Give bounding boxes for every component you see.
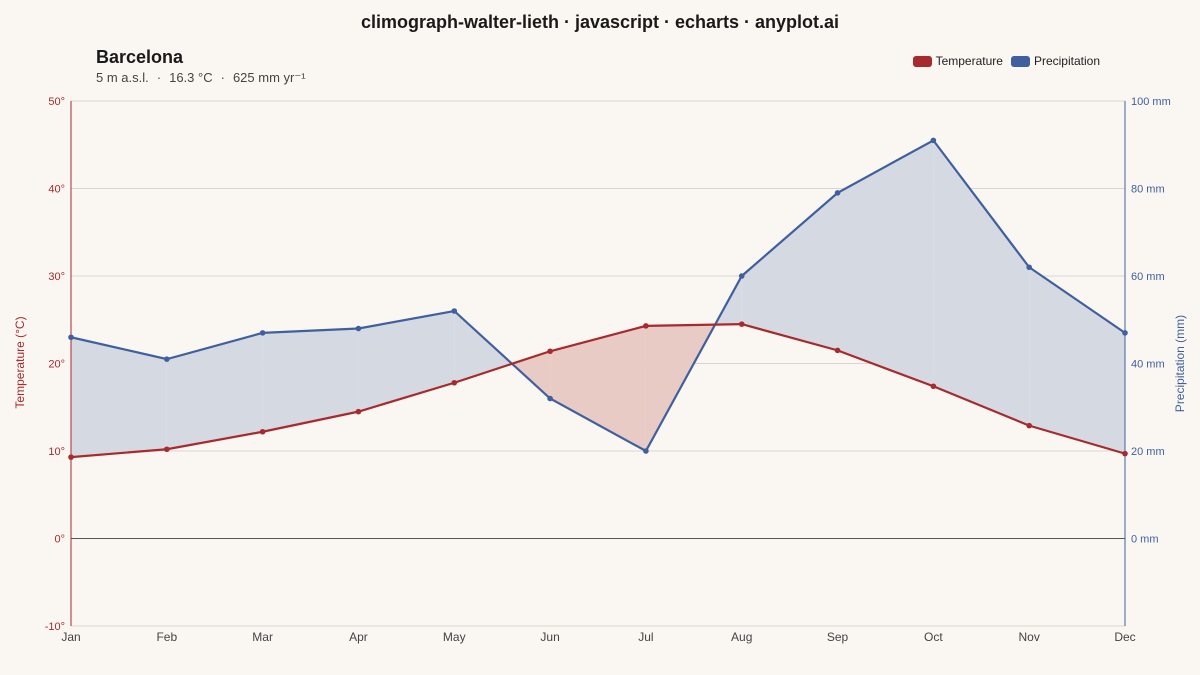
legend-swatch-precipitation xyxy=(1010,55,1030,67)
temperature-point xyxy=(738,321,745,327)
humid-area xyxy=(837,140,934,387)
precipitation-point xyxy=(834,190,841,196)
right-tick-label: 20 mm xyxy=(1131,446,1165,458)
x-tick-label: Apr xyxy=(349,630,368,644)
temperature-point xyxy=(259,428,266,435)
left-tick-label: 20° xyxy=(48,359,65,371)
station-mean-temp: 16.3 °C xyxy=(169,70,213,85)
right-tick-label: 80 mm xyxy=(1131,184,1165,196)
temperature-point xyxy=(355,408,362,415)
legend: Temperature Precipitation xyxy=(905,54,1100,68)
precipitation-point xyxy=(68,334,74,341)
x-tick-label: Sep xyxy=(827,630,849,644)
humid-area xyxy=(166,332,263,450)
precipitation-point xyxy=(451,308,458,314)
humid-area xyxy=(262,328,359,432)
temperature-point xyxy=(643,323,649,329)
left-axis-title: Temperature (°C) xyxy=(13,316,27,408)
temperature-point xyxy=(164,446,170,453)
temperature-line xyxy=(70,323,1126,459)
right-tick-label: 40 mm xyxy=(1131,359,1165,371)
precipitation-point xyxy=(738,273,745,279)
temperature-point xyxy=(68,454,74,460)
legend-label-temperature: Temperature xyxy=(935,54,1003,68)
right-tick-label: 100 mm xyxy=(1131,96,1171,108)
right-tick-label: 60 mm xyxy=(1131,271,1165,283)
humid-area xyxy=(1029,267,1125,454)
legend-label-precipitation: Precipitation xyxy=(1033,54,1100,68)
station-name: Barcelona xyxy=(96,47,184,67)
precipitation-point xyxy=(164,356,170,362)
left-tick-label: 30° xyxy=(48,271,65,283)
left-tick-label: 40° xyxy=(48,184,65,196)
humid-area xyxy=(71,337,167,458)
precipitation-point xyxy=(259,330,266,336)
station-subtitle: 5 m a.s.l. · 16.3 °C · 625 mm yr⁻¹ xyxy=(96,70,306,85)
station-annual-precip: 625 mm yr⁻¹ xyxy=(232,70,306,85)
temperature-point xyxy=(1122,450,1128,457)
x-tick-label: Dec xyxy=(1114,630,1135,644)
x-tick-label: Nov xyxy=(1019,630,1040,644)
temperature-point xyxy=(834,347,841,354)
x-tick-label: Jul xyxy=(638,630,653,644)
x-tick-label: Jan xyxy=(61,630,80,644)
precipitation-point xyxy=(930,137,937,144)
left-tick-label: 50° xyxy=(48,96,65,108)
right-tick-label: 0 mm xyxy=(1131,534,1159,546)
legend-swatch-temperature xyxy=(912,55,932,67)
temperature-point xyxy=(451,379,458,386)
x-tick-label: Aug xyxy=(731,630,752,644)
legend-item-precipitation[interactable]: Precipitation xyxy=(1010,54,1100,68)
x-tick-label: Jun xyxy=(540,630,559,644)
temperature-point xyxy=(1026,422,1032,429)
precipitation-line xyxy=(70,138,1126,453)
left-tick-label: 10° xyxy=(48,446,65,458)
humid-area xyxy=(358,311,455,412)
precipitation-point xyxy=(1122,330,1128,336)
precipitation-point xyxy=(547,395,553,402)
station-elevation: 5 m a.s.l. xyxy=(96,70,149,85)
right-axis-title: Precipitation (mm) xyxy=(1173,315,1187,412)
temperature-point xyxy=(547,348,553,355)
left-tick-label: -10° xyxy=(45,621,65,633)
left-tick-label: 0° xyxy=(54,534,65,546)
humid-area xyxy=(454,311,513,383)
temperature-point xyxy=(930,383,937,390)
precipitation-point xyxy=(1026,264,1032,271)
x-tick-label: Mar xyxy=(252,630,273,644)
x-tick-label: May xyxy=(443,630,466,644)
x-tick-label: Feb xyxy=(156,630,177,644)
humid-area xyxy=(933,140,1030,426)
page-title: climograph-walter-lieth · javascript · e… xyxy=(360,12,840,32)
legend-item-temperature[interactable]: Temperature xyxy=(912,54,1003,68)
arid-area xyxy=(512,351,551,399)
precipitation-point xyxy=(643,448,649,454)
precipitation-point xyxy=(355,325,362,332)
arid-area xyxy=(550,325,646,451)
x-tick-label: Oct xyxy=(924,630,943,644)
humid-area xyxy=(741,192,838,351)
